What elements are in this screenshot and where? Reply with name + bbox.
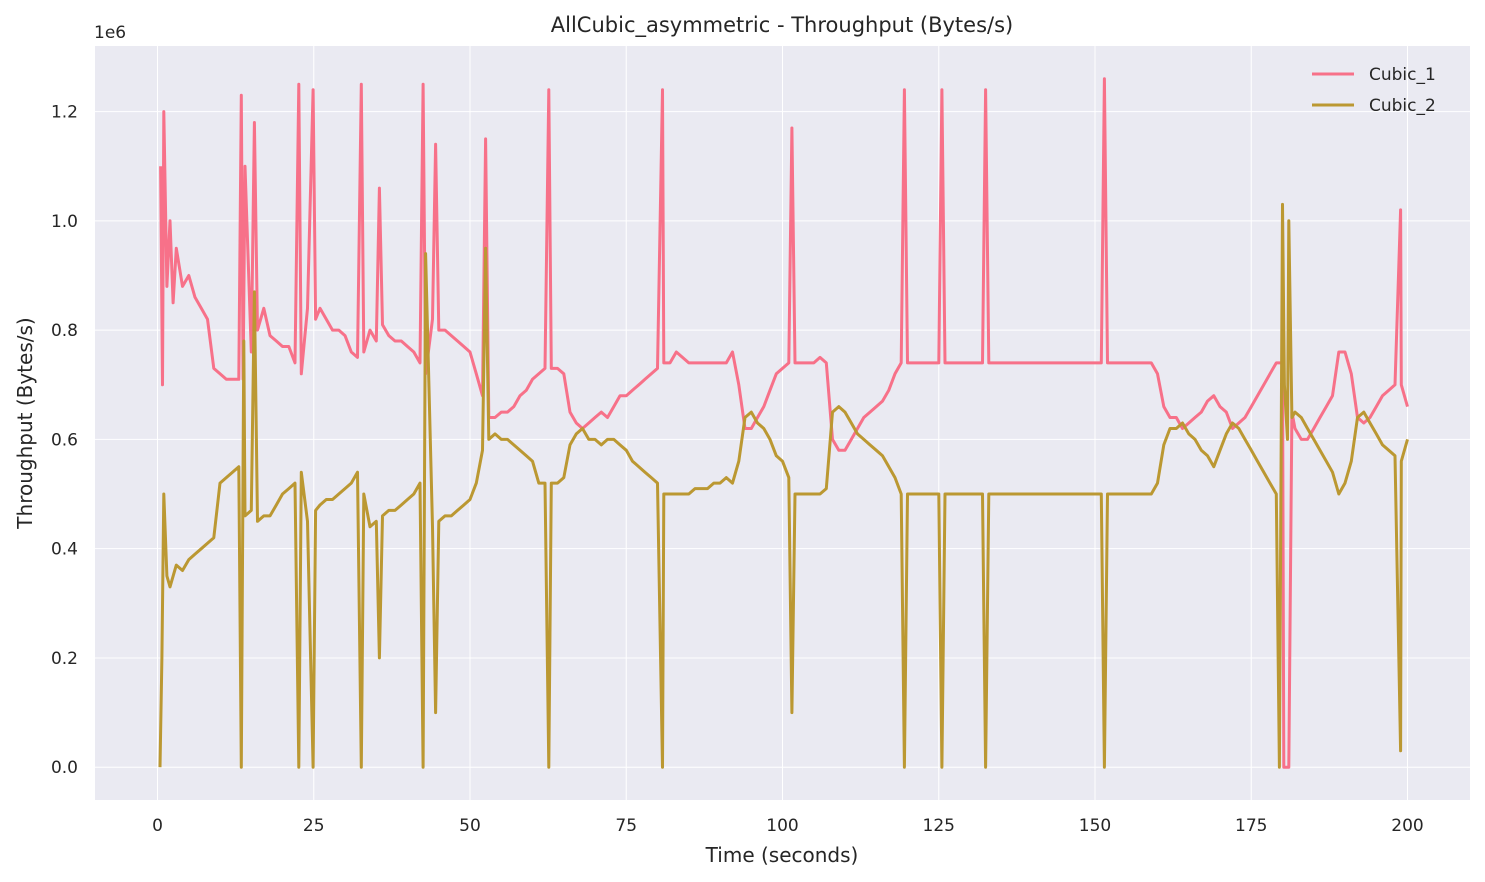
x-tick-label: 25 <box>303 816 325 836</box>
x-tick-label: 50 <box>459 816 481 836</box>
x-tick-label: 125 <box>923 816 955 836</box>
x-tick-label: 75 <box>615 816 637 836</box>
x-tick-label: 100 <box>766 816 798 836</box>
y-tick-label: 0.8 <box>51 321 78 341</box>
chart-title: AllCubic_asymmetric - Throughput (Bytes/… <box>551 13 1013 38</box>
series-line-cubic-1 <box>159 77 1409 769</box>
x-tick-label: 150 <box>1079 816 1111 836</box>
x-tick-label: 200 <box>1391 816 1423 836</box>
y-tick-label: 1.2 <box>51 103 78 123</box>
grid-lines <box>95 46 1470 800</box>
x-axis-label: Time (seconds) <box>705 843 859 867</box>
legend-label-cubic-2: Cubic_2 <box>1369 96 1436 116</box>
x-tick-label: 0 <box>152 816 163 836</box>
y-offset-label: 1e6 <box>94 23 126 43</box>
y-axis-label: Throughput (Bytes/s) <box>13 317 37 529</box>
series-lines <box>158 77 1409 769</box>
y-tick-label: 0.6 <box>51 430 78 450</box>
legend: Cubic_1 Cubic_2 <box>1312 65 1436 116</box>
series-line-cubic-2 <box>158 202 1409 769</box>
x-axis-ticks: 0 25 50 75 100 125 150 175 200 <box>152 816 1424 836</box>
legend-label-cubic-1: Cubic_1 <box>1369 65 1436 85</box>
y-axis-ticks: 0.0 0.2 0.4 0.6 0.8 1.0 1.2 <box>51 103 78 779</box>
y-tick-label: 1.0 <box>51 212 78 232</box>
x-tick-label: 175 <box>1235 816 1267 836</box>
y-tick-label: 0.4 <box>51 540 78 560</box>
y-tick-label: 0.0 <box>51 758 78 778</box>
y-tick-label: 0.2 <box>51 649 78 669</box>
